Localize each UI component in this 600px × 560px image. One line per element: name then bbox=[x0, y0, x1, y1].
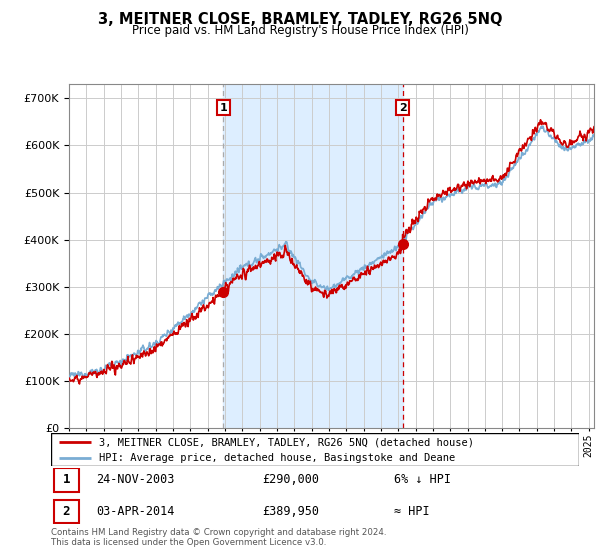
Text: Price paid vs. HM Land Registry's House Price Index (HPI): Price paid vs. HM Land Registry's House … bbox=[131, 24, 469, 36]
Bar bbox=[53, 468, 79, 492]
Text: 6% ↓ HPI: 6% ↓ HPI bbox=[394, 473, 451, 487]
Text: Contains HM Land Registry data © Crown copyright and database right 2024.
This d: Contains HM Land Registry data © Crown c… bbox=[51, 528, 386, 547]
Text: 2: 2 bbox=[62, 505, 70, 518]
Text: 3, MEITNER CLOSE, BRAMLEY, TADLEY, RG26 5NQ: 3, MEITNER CLOSE, BRAMLEY, TADLEY, RG26 … bbox=[98, 12, 502, 27]
Text: £290,000: £290,000 bbox=[262, 473, 319, 487]
Text: £389,950: £389,950 bbox=[262, 505, 319, 518]
Text: HPI: Average price, detached house, Basingstoke and Deane: HPI: Average price, detached house, Basi… bbox=[98, 453, 455, 463]
Text: 2: 2 bbox=[398, 102, 406, 113]
Text: 1: 1 bbox=[62, 473, 70, 487]
Text: ≈ HPI: ≈ HPI bbox=[394, 505, 430, 518]
Bar bbox=[53, 500, 79, 523]
Text: 24-NOV-2003: 24-NOV-2003 bbox=[96, 473, 174, 487]
Bar bbox=[223, 84, 403, 428]
Text: 3, MEITNER CLOSE, BRAMLEY, TADLEY, RG26 5NQ (detached house): 3, MEITNER CLOSE, BRAMLEY, TADLEY, RG26 … bbox=[98, 437, 473, 447]
Text: 03-APR-2014: 03-APR-2014 bbox=[96, 505, 174, 518]
Text: 1: 1 bbox=[220, 102, 227, 113]
